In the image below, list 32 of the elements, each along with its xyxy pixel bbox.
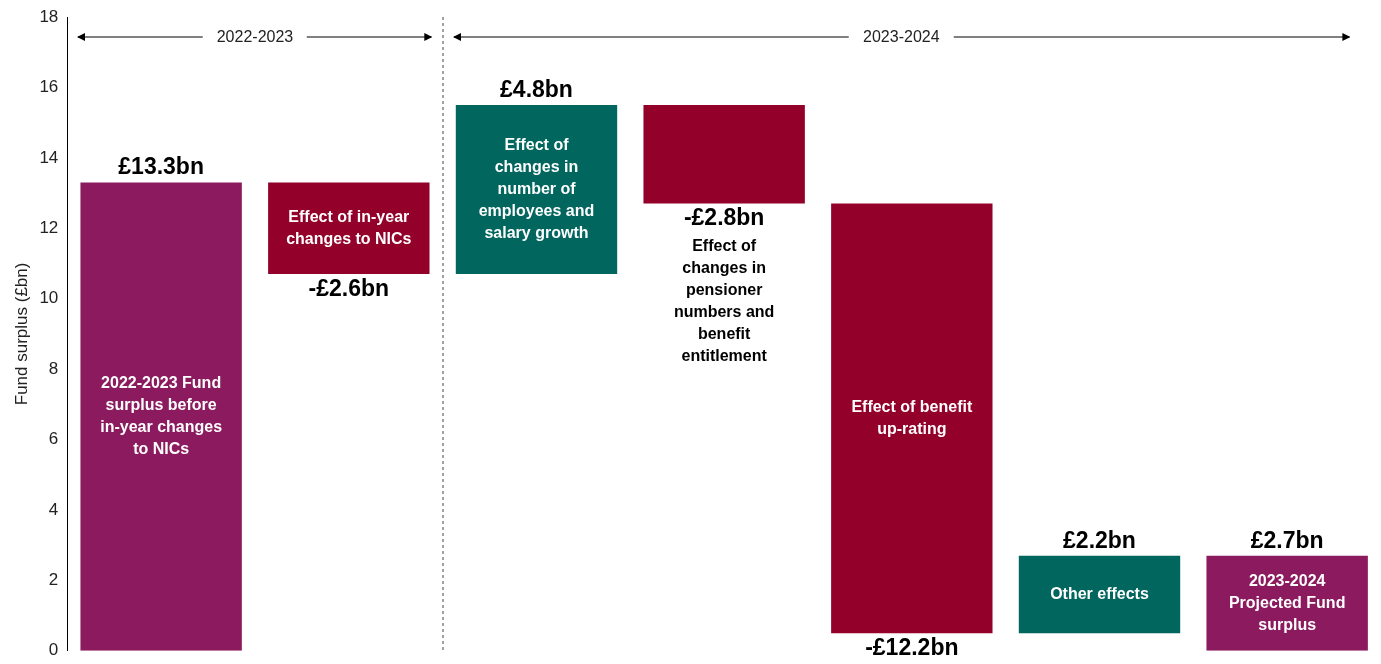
data-label: £2.7bn: [1250, 526, 1324, 553]
y-axis-title: Fund surplus (£bn): [11, 262, 31, 406]
bar: [80, 182, 242, 651]
annotation: 2022-2023: [202, 28, 308, 46]
data-label: -£12.2bn: [865, 634, 959, 661]
y-tick-label: 6: [48, 429, 59, 449]
y-tick-label: 14: [39, 147, 59, 167]
bar: [643, 105, 805, 204]
y-tick-label: 12: [39, 217, 59, 237]
y-tick-label: 4: [48, 499, 59, 519]
x-tick-label: 2022-2023 Fund surplus before in-year changes to NICs: [100, 374, 223, 458]
x-tick-label: Effect of benefit up-rating: [851, 397, 973, 437]
x-tick-label: Effect of changes in number of employees and salary growth: [478, 135, 595, 241]
y-tick-label: 10: [39, 288, 59, 308]
data-label: £13.3bn: [118, 153, 204, 180]
x-tick-label: Effect of in-year changes to NICs: [286, 207, 412, 247]
y-tick-label: 8: [48, 358, 59, 378]
y-tick-label: 2: [48, 570, 59, 590]
x-tick-label: Effect of changes in pensioner numbers and benefit entitlement: [673, 237, 775, 365]
data-label: -£2.6bn: [308, 274, 390, 301]
x-tick-label: 2023-2024 Projected Fund surplus: [1228, 571, 1346, 633]
data-label: -£2.8bn: [683, 204, 765, 231]
bar: [831, 203, 993, 634]
data-label: £4.8bn: [500, 75, 573, 102]
bar: [1018, 555, 1181, 634]
x-tick-label: Other effects: [1050, 584, 1149, 602]
data-label: £2.2bn: [1063, 526, 1136, 553]
bar: [268, 182, 430, 275]
y-tick-label: 0: [48, 640, 59, 660]
y-tick-label: 16: [39, 77, 59, 97]
y-tick-label: 18: [39, 6, 59, 26]
annotation: 2023-2024: [849, 28, 954, 46]
